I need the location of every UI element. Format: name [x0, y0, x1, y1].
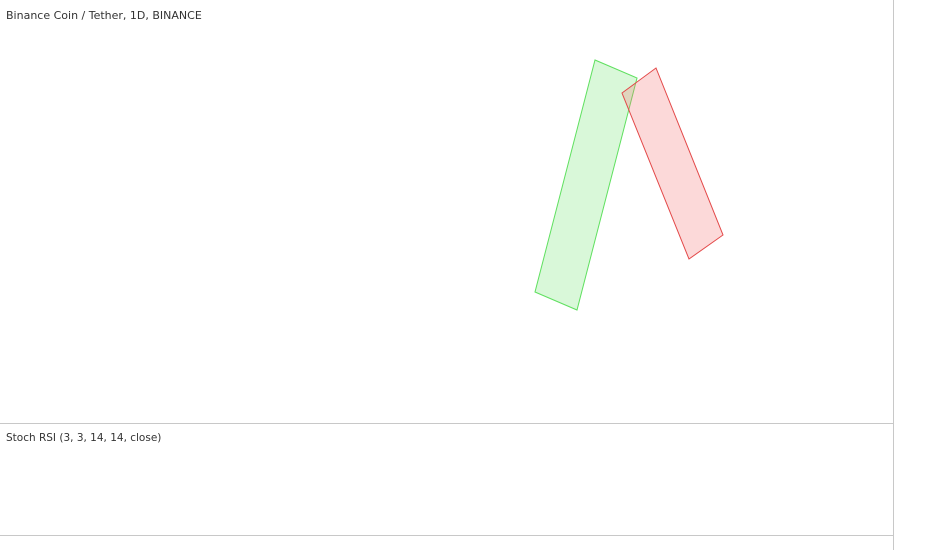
indicator-title: Stoch RSI (3, 3, 14, 14, close) — [6, 432, 161, 444]
projection-down — [621, 67, 724, 260]
projection-up — [534, 59, 638, 311]
chart-title: Binance Coin / Tether, 1D, BINANCE — [6, 9, 202, 22]
